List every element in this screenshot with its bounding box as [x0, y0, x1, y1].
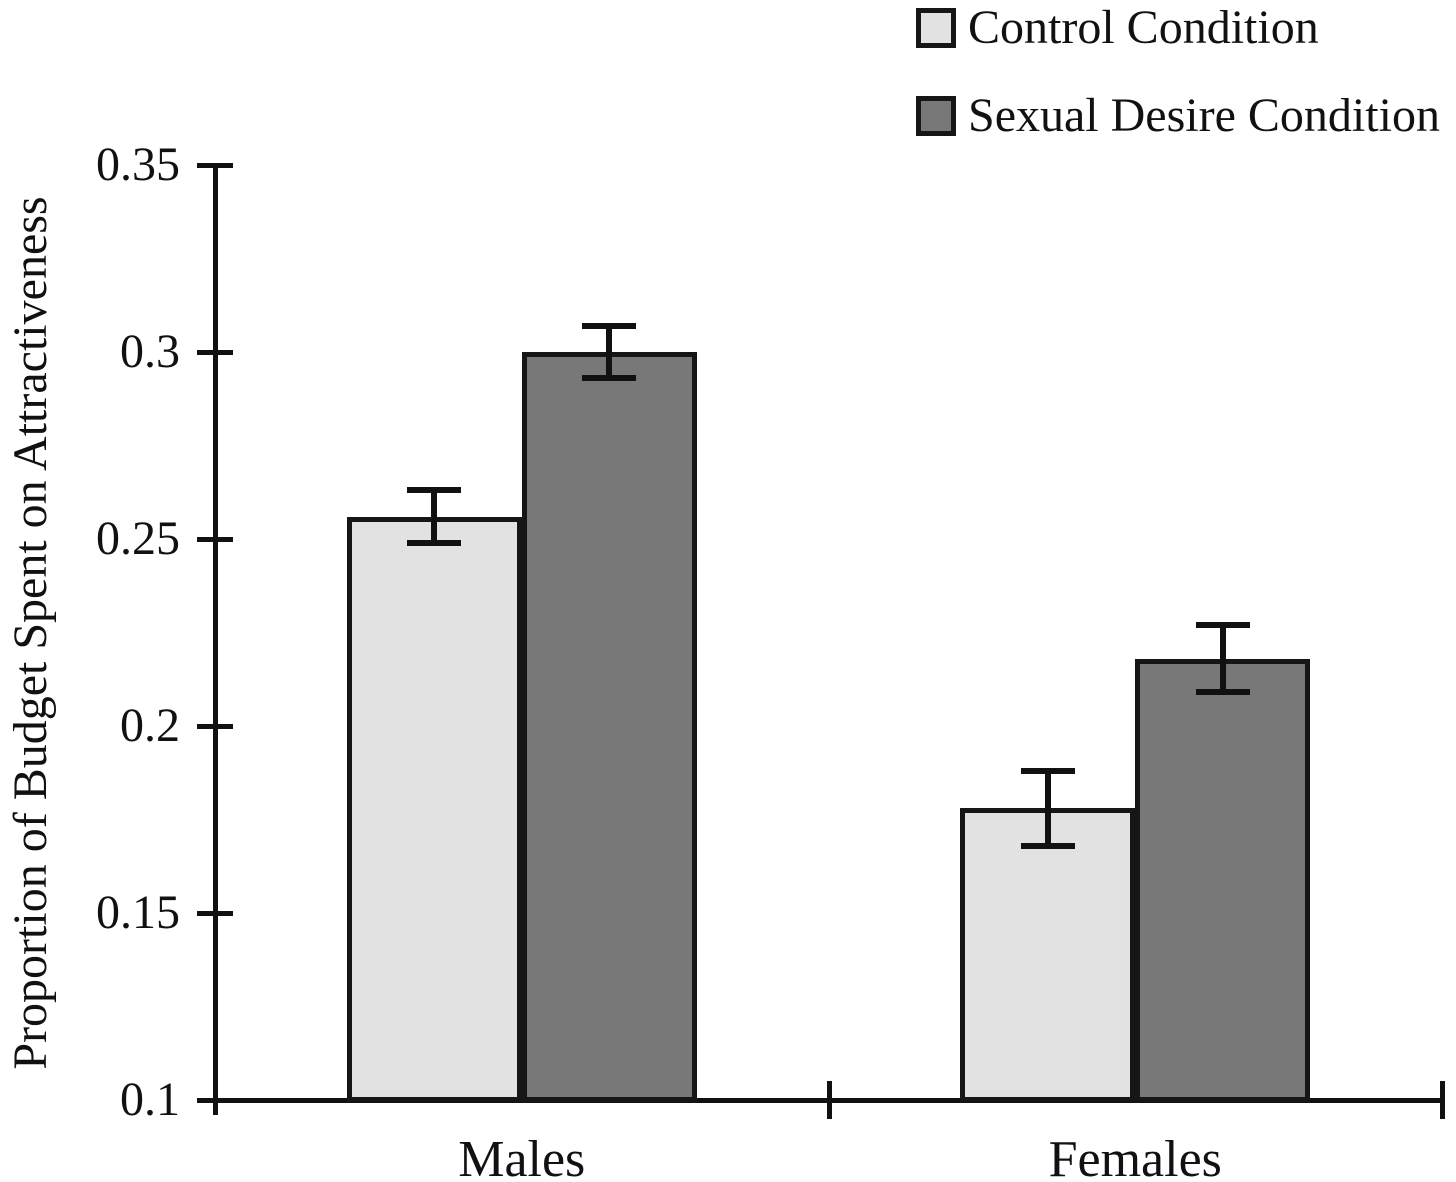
x-category-label-females: Females [1048, 1131, 1222, 1182]
error-bar-cap-bottom [1195, 689, 1250, 696]
y-tick [197, 1098, 233, 1103]
y-tick-label: 0.25 [96, 512, 180, 565]
legend-item-sexual-desire: Sexual Desire Condition [916, 88, 1440, 144]
error-bar-line [431, 490, 438, 543]
error-bar-cap-top [582, 322, 637, 329]
error-bar-cap-bottom [1020, 842, 1075, 849]
x-tick [826, 1081, 832, 1119]
y-tick-label: 0.15 [96, 886, 180, 939]
y-tick [197, 537, 233, 542]
error-bar-line [1219, 625, 1226, 693]
y-axis-title: Proportion of Budget Spent on Attractive… [4, 196, 57, 1070]
error-bar-cap-top [1195, 622, 1250, 629]
y-tick [197, 163, 233, 168]
y-tick [197, 911, 233, 916]
legend-swatch-control-icon [916, 8, 956, 48]
y-tick [197, 350, 233, 355]
x-axis-line [197, 1098, 1444, 1103]
y-tick-label: 0.2 [120, 699, 180, 752]
y-axis-line [213, 163, 218, 1115]
y-tick-label: 0.35 [96, 138, 180, 191]
legend-label-control: Control Condition [968, 1, 1319, 54]
y-tick-label: 0.1 [120, 1073, 180, 1126]
legend-swatch-sexual-desire-icon [916, 96, 956, 136]
x-tick [1440, 1081, 1445, 1119]
y-tick [197, 724, 233, 729]
legend: Control Condition Sexual Desire Conditio… [916, 0, 1440, 176]
bar-females-control [960, 808, 1136, 1102]
bar-males-sexual-desire [521, 352, 697, 1102]
x-category-label-males: Males [458, 1131, 586, 1182]
error-bar-cap-bottom [407, 539, 462, 546]
y-tick-label: 0.3 [120, 325, 180, 378]
error-bar-line [1044, 770, 1051, 846]
legend-item-control: Control Condition [916, 0, 1440, 56]
error-bar-cap-top [407, 487, 462, 494]
error-bar-cap-top [1020, 767, 1075, 774]
bar-females-sexual-desire [1135, 658, 1311, 1102]
legend-label-sexual-desire: Sexual Desire Condition [968, 89, 1440, 142]
error-bar-line [606, 325, 613, 379]
bar-males-control [346, 516, 522, 1102]
error-bar-cap-bottom [582, 375, 637, 382]
